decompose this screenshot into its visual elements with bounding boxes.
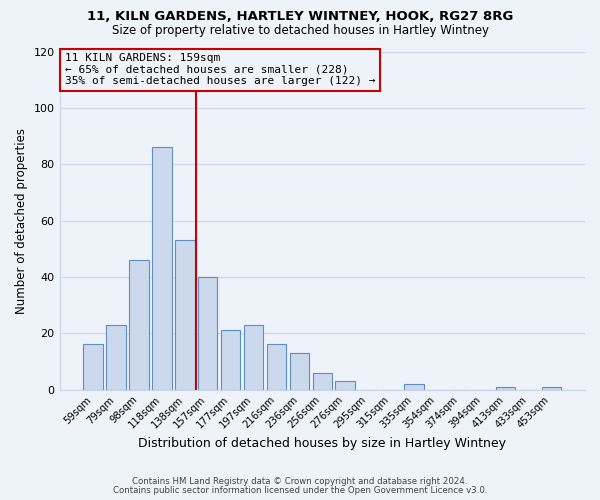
Bar	[175, 240, 194, 390]
Bar	[244, 325, 263, 390]
Text: Size of property relative to detached houses in Hartley Wintney: Size of property relative to detached ho…	[112, 24, 488, 37]
Text: Contains public sector information licensed under the Open Government Licence v3: Contains public sector information licen…	[113, 486, 487, 495]
Bar	[129, 260, 149, 390]
X-axis label: Distribution of detached houses by size in Hartley Wintney: Distribution of detached houses by size …	[138, 437, 506, 450]
Bar	[404, 384, 424, 390]
Bar	[83, 344, 103, 390]
Bar	[198, 277, 217, 390]
Text: Contains HM Land Registry data © Crown copyright and database right 2024.: Contains HM Land Registry data © Crown c…	[132, 477, 468, 486]
Bar	[221, 330, 241, 390]
Bar	[335, 381, 355, 390]
Bar	[267, 344, 286, 390]
Bar	[542, 387, 561, 390]
Text: 11, KILN GARDENS, HARTLEY WINTNEY, HOOK, RG27 8RG: 11, KILN GARDENS, HARTLEY WINTNEY, HOOK,…	[87, 10, 513, 23]
Bar	[496, 387, 515, 390]
Bar	[313, 372, 332, 390]
Bar	[106, 325, 126, 390]
Y-axis label: Number of detached properties: Number of detached properties	[15, 128, 28, 314]
Text: 11 KILN GARDENS: 159sqm
← 65% of detached houses are smaller (228)
35% of semi-d: 11 KILN GARDENS: 159sqm ← 65% of detache…	[65, 53, 375, 86]
Bar	[290, 353, 309, 390]
Bar	[152, 148, 172, 390]
